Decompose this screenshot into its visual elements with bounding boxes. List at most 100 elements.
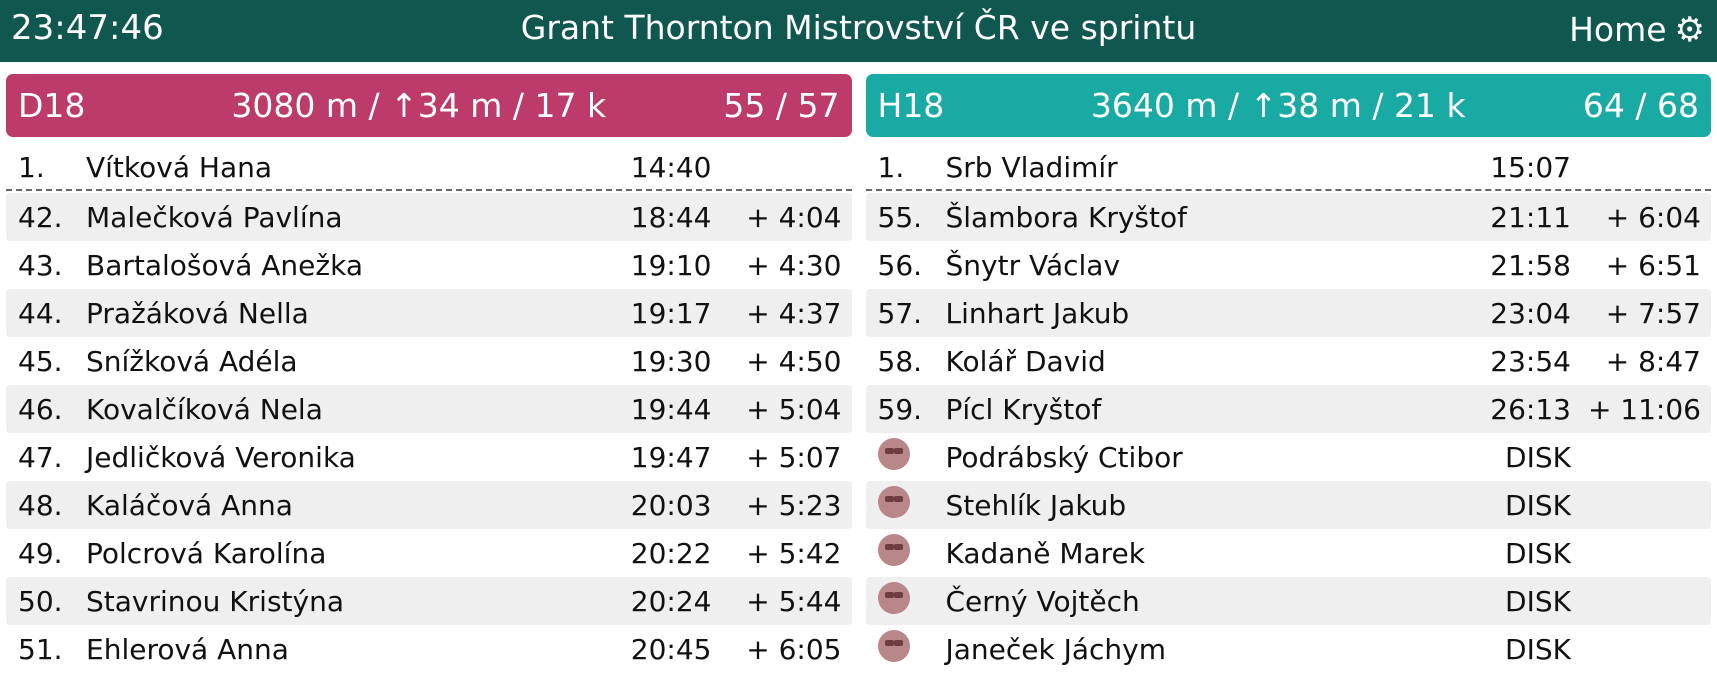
time-loss: + 7:57: [1605, 296, 1701, 330]
time-loss: + 6:51: [1605, 248, 1701, 282]
rank: 50.: [18, 584, 63, 618]
rank: 49.: [18, 536, 63, 570]
competitor-name: Kadaně Marek: [945, 536, 1146, 570]
finish-time: 23:54: [1490, 344, 1571, 378]
rank: 1.: [877, 150, 905, 184]
event-title: Grant Thornton Mistrovství ČR ve sprintu: [520, 8, 1197, 47]
result-row: 47. Jedličková Veronika 19:47 + 5:07: [6, 433, 852, 481]
finish-time: 19:17: [630, 296, 712, 330]
result-row: 55. Šlambora Kryštof 21:11 + 6:04: [865, 193, 1711, 241]
result-row: 44. Pražáková Nella 19:17 + 4:37: [6, 289, 852, 337]
finish-time: 23:04: [1490, 296, 1571, 330]
finish-time: 20:24: [630, 584, 712, 618]
competitor-name: Pražáková Nella: [86, 296, 309, 330]
rank: 45.: [18, 344, 63, 378]
status: DISK: [1505, 632, 1571, 666]
category-panel-d18: D18 3080 m / ↑34 m / 17 k 55 / 57 1. Vít…: [6, 74, 852, 673]
finish-time: 15:07: [1490, 150, 1571, 184]
finish-time: 20:22: [630, 536, 712, 570]
rank: 58.: [877, 344, 923, 378]
time-loss: + 5:44: [746, 584, 842, 618]
result-row: 51. Ehlerová Anna 20:45 + 6:05: [6, 625, 852, 673]
finish-time: 14:40: [630, 150, 712, 184]
course-info: 3080 m / ↑34 m / 17 k: [231, 86, 607, 125]
competitor-name: Malečková Pavlína: [86, 200, 343, 234]
rank: 51.: [18, 632, 63, 666]
clock: 23:47:46: [11, 8, 164, 48]
rank: 42.: [18, 200, 63, 234]
competitor-name: Jedličková Veronika: [86, 440, 356, 474]
top-bar: 23:47:46 Grant Thornton Mistrovství ČR v…: [0, 0, 1717, 62]
result-row: 43. Bartalošová Anežka 19:10 + 4:30: [6, 241, 852, 289]
competitor-name: Stehlík Jakub: [945, 488, 1127, 522]
gear-icon[interactable]: ⚙: [1674, 9, 1705, 50]
time-loss: + 5:42: [746, 536, 842, 570]
rank: 46.: [18, 392, 63, 426]
status: DISK: [1505, 440, 1571, 474]
status: DISK: [1505, 488, 1571, 522]
rank: 43.: [18, 248, 63, 282]
finished-count: 55 / 57: [723, 86, 840, 125]
finish-time: 19:30: [630, 344, 712, 378]
time-loss: + 4:30: [746, 248, 842, 282]
status: DISK: [1505, 584, 1571, 618]
result-row: 42. Malečková Pavlína 18:44 + 4:04: [6, 193, 852, 241]
competitor-name: Šlambora Kryštof: [945, 200, 1187, 234]
rank-cell: [877, 629, 946, 669]
result-row: Kadaně Marek DISK: [866, 529, 1712, 577]
rank: 44.: [18, 296, 63, 330]
competitor-name: Janeček Jáchym: [945, 632, 1167, 666]
result-row: 58. Kolář David 23:54 + 8:47: [866, 337, 1712, 385]
finish-time: 19:47: [630, 440, 712, 474]
rank: 1.: [18, 150, 45, 184]
home-button[interactable]: Home ⚙: [1569, 10, 1705, 49]
competitor-name: Srb Vladimír: [945, 150, 1118, 184]
time-loss: + 6:05: [746, 632, 842, 666]
result-row: 57. Linhart Jakub 23:04 + 7:57: [865, 289, 1711, 337]
finish-time: 21:58: [1490, 248, 1571, 282]
competitor-name: Linhart Jakub: [945, 296, 1130, 330]
result-row: 56. Šnytr Václav 21:58 + 6:51: [866, 241, 1712, 289]
rank-cell: [877, 581, 946, 621]
rank: 47.: [18, 440, 63, 474]
time-loss: + 5:07: [746, 440, 842, 474]
finished-count: 64 / 68: [1582, 86, 1699, 125]
time-loss: + 5:23: [746, 488, 842, 522]
finish-time: 26:13: [1490, 392, 1571, 426]
leader-row: 1. Srb Vladimír 15:07: [865, 145, 1711, 191]
competitor-name: Vítková Hana: [86, 150, 273, 184]
result-row: 50. Stavrinou Kristýna 20:24 + 5:44: [6, 577, 852, 625]
competitor-name: Pícl Kryštof: [945, 392, 1102, 426]
result-row: Podrábský Ctibor DISK: [866, 433, 1712, 481]
time-loss: + 8:47: [1605, 344, 1701, 378]
competitor-name: Bartalošová Anežka: [86, 248, 363, 282]
competitor-name: Kaláčová Anna: [86, 488, 293, 522]
finish-time: 20:45: [630, 632, 712, 666]
competitor-name: Polcrová Karolína: [86, 536, 327, 570]
results-list: 1. Vítková Hana 14:40 42. Malečková Pavlí…: [6, 145, 852, 673]
result-row: Stehlík Jakub DISK: [865, 481, 1711, 529]
result-row: Janeček Jáchym DISK: [866, 625, 1712, 673]
category-name: H18: [877, 86, 945, 125]
competitor-name: Šnytr Václav: [945, 248, 1121, 282]
finish-time: 19:44: [630, 392, 712, 426]
rank: 59.: [877, 392, 923, 426]
disqualified-icon: [877, 581, 910, 614]
category-panel-h18: H18 3640 m / ↑38 m / 21 k 64 / 68 1. Srb…: [865, 74, 1712, 673]
result-row: Černý Vojtěch DISK: [865, 577, 1711, 625]
course-info: 3640 m / ↑38 m / 21 k: [1090, 86, 1466, 125]
disqualified-icon: [877, 629, 910, 662]
time-loss: + 11:06: [1587, 392, 1701, 426]
result-row: 49. Polcrová Karolína 20:22 + 5:42: [6, 529, 852, 577]
result-row: 45. Snížková Adéla 19:30 + 4:50: [6, 337, 852, 385]
home-label: Home: [1569, 10, 1667, 49]
competitor-name: Podrábský Ctibor: [945, 440, 1183, 474]
competitor-name: Černý Vojtěch: [945, 584, 1140, 618]
results-list: 1. Srb Vladimír 15:07 55. Šlambora Kryšto…: [865, 145, 1712, 673]
rank: 57.: [877, 296, 923, 330]
rank: 56.: [877, 248, 923, 282]
rank: 55.: [877, 200, 923, 234]
disqualified-icon: [877, 437, 910, 470]
time-loss: + 5:04: [746, 392, 842, 426]
rank-cell: [877, 485, 946, 525]
